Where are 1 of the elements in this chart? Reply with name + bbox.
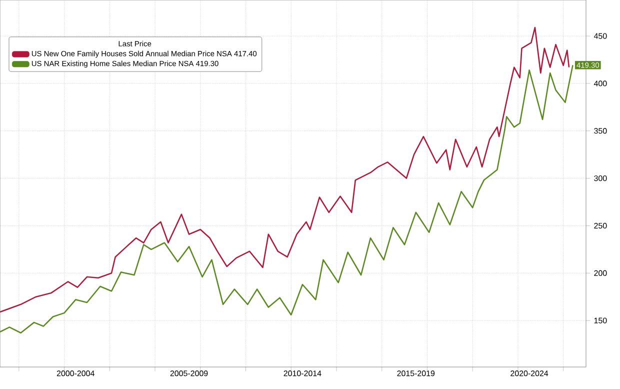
line-series xyxy=(0,26,570,313)
